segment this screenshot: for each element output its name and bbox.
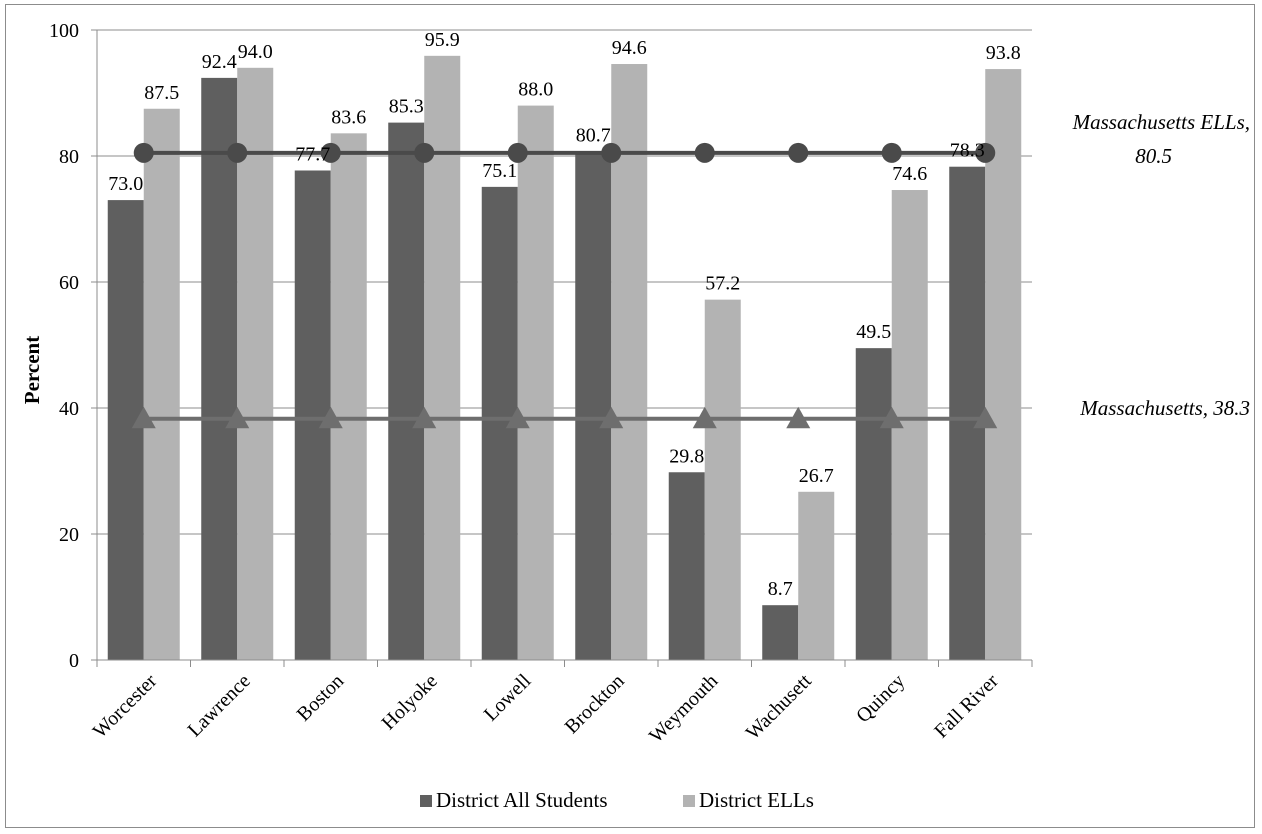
x-tick-label: Holyoke: [378, 670, 442, 734]
ref-marker-circle: [601, 142, 622, 163]
data-label: 73.0: [108, 173, 143, 195]
ref-marker-circle: [788, 142, 809, 163]
bar-all-students: [949, 166, 986, 660]
x-tick-label: Boston: [293, 670, 349, 726]
data-label: 57.2: [705, 273, 740, 295]
x-tick-label: Worcester: [89, 670, 162, 743]
data-label: 94.0: [238, 41, 273, 63]
y-tick-label: 80: [59, 146, 79, 168]
data-label: 93.8: [986, 42, 1021, 64]
ref-marker-circle: [975, 142, 996, 163]
y-tick-label: 20: [59, 524, 79, 546]
bar-all-students: [388, 122, 425, 661]
data-label: 83.6: [331, 106, 366, 128]
y-tick-label: 0: [69, 650, 79, 672]
legend-label-ells: District ELLs: [699, 788, 814, 812]
bars: [107, 55, 1022, 661]
bar-all-students: [668, 472, 705, 660]
bar-all-students: [294, 170, 331, 661]
bar-ells: [330, 133, 367, 660]
ref-marker-circle: [694, 142, 715, 163]
data-label: 88.0: [518, 79, 553, 101]
x-tick-label: Fall River: [930, 670, 1003, 743]
data-label: 49.5: [856, 321, 891, 343]
ref-marker-triangle: [505, 406, 530, 429]
data-labels: 73.0 92.4 77.7 85.3 75.1 80.7 29.8 8.7 49.5 78.3 8…: [108, 29, 1021, 600]
ref-marker-circle: [320, 142, 341, 163]
legend-swatch-all-students: [420, 795, 432, 807]
data-label: 92.4: [202, 51, 237, 73]
ref-label-ells-line2: 80.5: [1135, 144, 1172, 168]
bar-all-students: [201, 77, 238, 660]
ref-marker-triangle: [786, 406, 811, 429]
reference-lines: [131, 142, 998, 429]
bar-ells: [985, 69, 1022, 660]
ref-marker-triangle: [131, 406, 156, 429]
data-label: 26.7: [799, 465, 834, 487]
bar-ells: [143, 108, 180, 660]
ref-marker-triangle: [879, 406, 904, 429]
y-tick-label: 60: [59, 272, 79, 294]
x-tick-label: Lawrence: [183, 670, 254, 741]
data-label: 80.7: [576, 125, 611, 147]
y-tick-label: 40: [59, 398, 79, 420]
ref-label-ells-line1: Massachusetts ELLs,: [1072, 110, 1250, 134]
bar-all-students: [762, 605, 799, 660]
x-axis: Worcester Lawrence Boston Holyoke Lowell Broc…: [89, 659, 1033, 747]
ref-marker-triangle: [225, 406, 250, 429]
data-label: 94.6: [612, 37, 647, 59]
x-tick-label: Lowell: [480, 670, 536, 726]
data-label: 8.7: [768, 578, 793, 600]
data-label: 75.1: [482, 160, 517, 182]
ref-marker-circle: [507, 142, 528, 163]
x-tick-label: Brockton: [561, 670, 629, 738]
bar-ells: [798, 491, 835, 660]
data-label: 29.8: [669, 445, 704, 467]
y-axis-title: Percent: [20, 336, 44, 404]
data-label: 74.6: [892, 163, 927, 185]
ref-marker-triangle: [599, 406, 624, 429]
legend-label-all-students: District All Students: [436, 788, 608, 812]
x-tick-label: Weymouth: [645, 670, 722, 747]
ref-marker-triangle: [318, 406, 343, 429]
x-tick-label: Wachusett: [742, 670, 816, 744]
legend-swatch-ells: [683, 795, 695, 807]
bar-all-students: [107, 200, 144, 660]
bar-ells: [237, 67, 274, 661]
data-label: 85.3: [389, 96, 424, 118]
ref-marker-circle: [227, 142, 248, 163]
ref-marker-circle: [881, 142, 902, 163]
ref-marker-triangle: [973, 406, 998, 429]
ref-marker-triangle: [412, 406, 437, 429]
bar-ells: [517, 105, 554, 661]
bar-all-students: [575, 151, 612, 660]
data-label: 95.9: [425, 29, 460, 51]
ref-marker-circle: [414, 142, 435, 163]
ref-marker-triangle: [692, 406, 717, 429]
ref-marker-circle: [133, 142, 154, 163]
data-label: 78.3: [950, 140, 985, 162]
legend: District All Students District ELLs: [420, 788, 814, 812]
x-tick-label: Quincy: [852, 670, 909, 727]
data-label: 87.5: [144, 82, 179, 104]
ref-label-all: Massachusetts, 38.3: [1079, 396, 1250, 420]
bar-all-students: [855, 348, 892, 660]
bar-ells: [611, 64, 648, 660]
bar-ells: [704, 299, 741, 660]
data-label: 77.7: [295, 143, 330, 165]
y-axis: 0 20 40 60 80 100: [49, 20, 98, 672]
y-tick-label: 100: [49, 20, 79, 42]
